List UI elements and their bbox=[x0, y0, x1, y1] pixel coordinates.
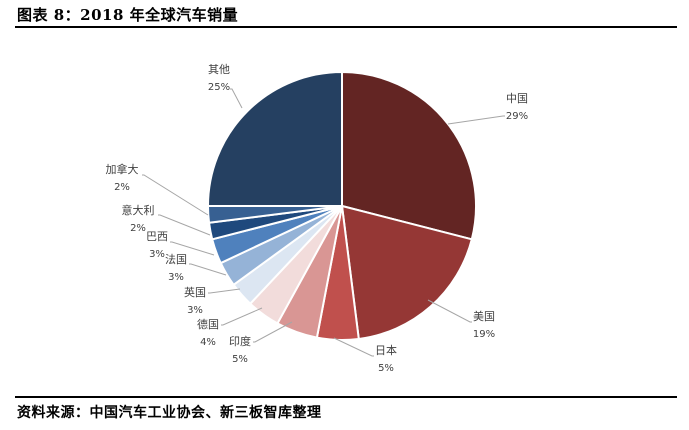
slice-label-name: 其他 bbox=[208, 63, 230, 76]
slice-label-pct: 5% bbox=[378, 363, 394, 374]
slice-label-name: 意大利 bbox=[122, 203, 155, 217]
slice-label-name: 加拿大 bbox=[106, 162, 139, 176]
pie-slice-1 bbox=[340, 204, 474, 341]
slice-label-name: 法国 bbox=[165, 252, 187, 266]
slice-label-name: 日本 bbox=[375, 343, 397, 357]
slice-label-name: 英国 bbox=[184, 285, 206, 299]
slice-label-name: 德国 bbox=[197, 317, 219, 331]
leader-line bbox=[208, 288, 241, 294]
leader-line bbox=[158, 214, 211, 236]
figure-title: 图表 8：2018 年全球汽车销量 bbox=[17, 6, 239, 24]
slice-label-pct: 29% bbox=[506, 111, 528, 122]
top-rule bbox=[15, 26, 677, 28]
leader-line bbox=[253, 321, 293, 343]
leader-line bbox=[447, 115, 505, 125]
bottom-rule bbox=[15, 396, 677, 398]
slice-label-name: 美国 bbox=[473, 310, 495, 323]
slice-label-pct: 3% bbox=[149, 249, 165, 260]
slice-label-pct: 19% bbox=[473, 329, 495, 340]
leader-line bbox=[189, 263, 227, 276]
leader-line bbox=[221, 307, 263, 326]
leader-line bbox=[170, 241, 215, 256]
pie-slice-0 bbox=[341, 70, 477, 241]
slice-label-pct: 25% bbox=[208, 82, 230, 93]
slice-label-pct: 4% bbox=[200, 337, 216, 348]
slice-label-name: 中国 bbox=[506, 92, 528, 105]
leader-line bbox=[333, 337, 374, 357]
slice-label-pct: 3% bbox=[168, 272, 184, 283]
slice-label-pct: 5% bbox=[232, 354, 248, 365]
slice-label-name: 巴西 bbox=[146, 230, 168, 243]
slice-label-pct: 2% bbox=[130, 223, 146, 234]
slice-label-pct: 3% bbox=[187, 305, 203, 316]
pie-slice-10 bbox=[206, 70, 343, 207]
leader-line bbox=[142, 174, 209, 216]
leader-line bbox=[427, 299, 472, 323]
source-note: 资料来源：中国汽车工业协会、新三板智库整理 bbox=[17, 405, 322, 421]
slice-label-pct: 2% bbox=[114, 182, 130, 193]
slice-label-name: 印度 bbox=[229, 334, 251, 348]
leader-line bbox=[230, 88, 243, 109]
